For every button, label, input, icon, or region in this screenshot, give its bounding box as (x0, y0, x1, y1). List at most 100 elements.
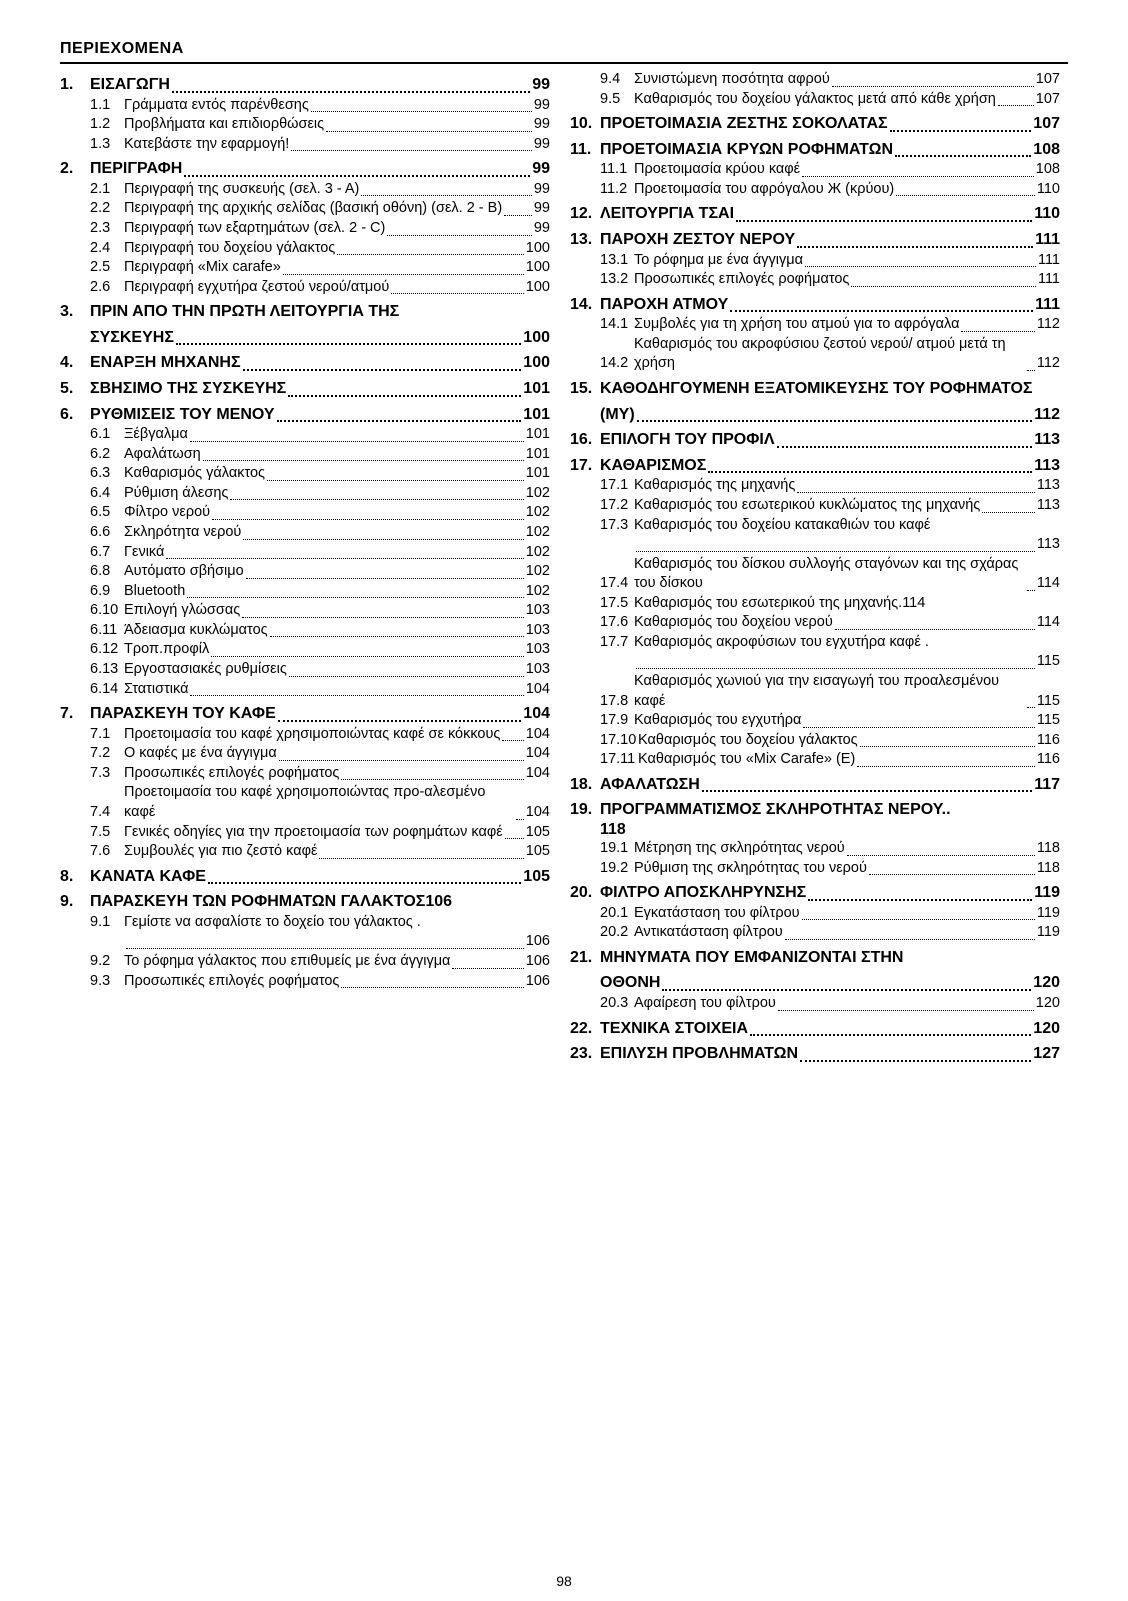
sub-page: 100 (526, 258, 550, 278)
sub-num: 6.2 (90, 445, 124, 465)
section-num: 7. (60, 703, 90, 725)
sub-page: 107 (1036, 90, 1060, 110)
toc-section-row-cont: ΟΘΟΝΗ 120 (570, 972, 1060, 994)
section-label-cont: ΣΥΣΚΕΥΗΣ (90, 327, 174, 349)
leader-dots (267, 480, 524, 481)
sub-page: 101 (526, 425, 550, 445)
toc-sub-row: 6.6Σκληρότητα νερού102 (60, 523, 550, 543)
sub-page: 103 (526, 640, 550, 660)
sub-num: 9.4 (600, 70, 634, 90)
toc-sub-row: 20.1Εγκατάσταση του φίλτρου119 (570, 904, 1060, 924)
toc-sub-row: 9.3Προσωπικές επιλογές ροφήματος106 (60, 972, 550, 992)
leader-dots (326, 131, 532, 132)
leader-dots (208, 882, 521, 884)
sub-num: 6.9 (90, 582, 124, 602)
toc-sub-row: 6.14Στατιστικά104 (60, 680, 550, 700)
toc-sub-row: 9.1Γεμίστε να ασφαλίστε το δοχείο του γά… (60, 913, 550, 933)
section-page: 106 (425, 891, 452, 913)
leader-dots (982, 512, 1035, 513)
sub-num: 17.9 (600, 711, 634, 731)
toc-sub-row: 13.2Προσωπικές επιλογές ροφήματος111 (570, 270, 1060, 290)
section-label: ΕΙΣΑΓΩΓΗ (90, 74, 170, 96)
sub-num: 17.1 (600, 476, 634, 496)
section-label: ΠΡΟΓΡΑΜΜΑΤΙΣΜΟΣ ΣΚΛΗΡΟΤΗΤΑΣ ΝΕΡΟΥ.. (600, 799, 951, 821)
section-label-cont: (MY) (600, 404, 635, 426)
toc-sub-row: 17.6Καθαρισμός του δοχείου νερού114 (570, 613, 1060, 633)
toc-sub-row: 1.2Προβλήματα και επιδιορθώσεις99 (60, 115, 550, 135)
sub-label: Καθαρισμός χωνιού για την εισαγωγή του π… (634, 672, 1025, 711)
sub-page: 116 (1037, 750, 1060, 770)
leader-dots (516, 819, 524, 820)
sub-label: Καθαρισμός του δοχείου νερού (634, 613, 833, 633)
toc-sub-row: 6.5Φίλτρο νερού102 (60, 503, 550, 523)
leader-dots (803, 727, 1034, 728)
sub-num: 9.1 (90, 913, 124, 933)
leader-dots (869, 874, 1035, 875)
sub-num: 17.11 (600, 750, 638, 770)
sub-page: 99 (534, 219, 550, 239)
sub-label: Συμβουλές για πιο ζεστό καφέ (124, 842, 317, 862)
toc-sub-row: 14.1Συμβολές για τη χρήση του ατμού για … (570, 315, 1060, 335)
toc-sub-row: 17.3Καθαρισμός του δοχείου κατακαθιών το… (570, 516, 1060, 536)
toc-sub-row: 7.1Προετοιμασία του καφέ χρησιμοποιώντας… (60, 725, 550, 745)
toc-sub-row: 6.7Γενικά102 (60, 543, 550, 563)
sub-num: 9.5 (600, 90, 634, 110)
toc-section-row: 23.ΕΠΙΛΥΣΗ ΠΡΟΒΛΗΜΑΤΩΝ 127 (570, 1043, 1060, 1065)
column-right: 9.4Συνιστώμενη ποσότητα αφρού1079.5Καθαρ… (570, 70, 1060, 1065)
sub-num: 2.4 (90, 239, 124, 259)
section-label: ΚΑΝΑΤΑ ΚΑΦΕ (90, 866, 206, 888)
sub-page: 112 (1037, 354, 1060, 374)
toc-section-row: 7.ΠΑΡΑΣΚΕΥΗ ΤΟΥ ΚΑΦΕ 104 (60, 703, 550, 725)
toc-section-row: 1.ΕΙΣΑΓΩΓΗ 99 (60, 74, 550, 96)
toc-sub-row: 17.1Καθαρισμός της μηχανής113 (570, 476, 1060, 496)
section-label: ΚΑΘΟΔΗΓΟΥΜΕΝΗ ΕΞΑΤΟΜΙΚΕΥΣΗΣ ΤΟΥ ΡΟΦΗΜΑΤΟ… (600, 378, 1033, 400)
sub-label: Προετοιμασία του καφέ χρησιμοποιώντας πρ… (124, 783, 514, 822)
leader-dots (279, 760, 524, 761)
leader-dots (319, 858, 523, 859)
leader-dots (890, 130, 1032, 132)
sub-page: 114 (902, 594, 925, 614)
section-page: 113 (1034, 429, 1060, 451)
sub-label: Σκληρότητα νερού (124, 523, 241, 543)
sub-num: 9.2 (90, 952, 124, 972)
leader-dots (166, 558, 523, 559)
sub-label: Περιγραφή της αρχικής σελίδας (βασική οθ… (124, 199, 502, 219)
section-num: 6. (60, 404, 90, 426)
section-label: ΠΑΡΑΣΚΕΥΗ ΤΩΝ ΡΟΦΗΜΑΤΩΝ ΓΑΛΑΚΤΟΣ (90, 891, 425, 913)
sub-label: Στατιστικά (124, 680, 188, 700)
leader-dots (387, 235, 532, 236)
toc-section-row: 12.ΛEIΤΟΥΡΓΙΑ ΤΣΑΙ 110 (570, 203, 1060, 225)
toc-section-row: 2.ΠΕΡΙΓΡΑΦΗ 99 (60, 158, 550, 180)
toc-section-row: 3.ΠΡΙΝ ΑΠΟ ΤΗΝ ΠΡΩΤΗ ΛΕΙΤΟΥΡΓΙΑ ΤΗΣ (60, 301, 550, 323)
toc-section-row-cont: (MY) 112 (570, 404, 1060, 426)
section-label: ΜΗΝΥΜΑΤΑ ΠΟΥ ΕΜΦΑΝΙΖΟΝΤΑΙ ΣΤΗΝ (600, 947, 903, 969)
sub-page: 119 (1037, 904, 1060, 924)
leader-dots (341, 987, 523, 988)
sub-num: 7.4 (90, 803, 124, 823)
toc-sub-row: 17.10Καθαρισμός του δοχείου γάλακτος116 (570, 731, 1060, 751)
section-num: 19. (570, 799, 600, 821)
toc-section-row: 6.ΡΥΘΜΙΣΕΙΣ ΤΟΥ ΜΕΝΟΥ 101 (60, 404, 550, 426)
sub-label: Ξέβγαλμα (124, 425, 188, 445)
section-num: 21. (570, 947, 600, 969)
leader-dots (785, 939, 1035, 940)
section-page: 104 (523, 703, 550, 725)
leader-dots (851, 286, 1036, 287)
sub-page: 102 (526, 562, 550, 582)
section-label: ΠΑΡΑΣΚΕΥΗ ΤΟΥ ΚΑΦΕ (90, 703, 276, 725)
section-label: ΕΝΑΡΞΗ ΜΗΧΑΝΗΣ (90, 352, 241, 374)
toc-section-row: 19.ΠΡΟΓΡΑΜΜΑΤΙΣΜΟΣ ΣΚΛΗΡΟΤΗΤΑΣ ΝΕΡΟΥ.. (570, 799, 1060, 821)
leader-dots (502, 740, 523, 741)
toc-sub-row: 6.3Καθαρισμός γάλακτος101 (60, 464, 550, 484)
sub-page: 119 (1037, 923, 1060, 943)
sub-num: 6.5 (90, 503, 124, 523)
sub-label: Τροπ.προφίλ (124, 640, 209, 660)
sub-num: 17.2 (600, 496, 634, 516)
toc-section-row-cont: ΣΥΣΚΕΥΗΣ 100 (60, 327, 550, 349)
section-page: 110 (1034, 203, 1060, 225)
sub-num: 2.2 (90, 199, 124, 219)
sub-label: Γενικές οδηγίες για την προετοιμασία των… (124, 823, 503, 843)
section-page: 119 (1034, 882, 1060, 904)
sub-num: 2.1 (90, 180, 124, 200)
leader-dots (230, 499, 523, 500)
